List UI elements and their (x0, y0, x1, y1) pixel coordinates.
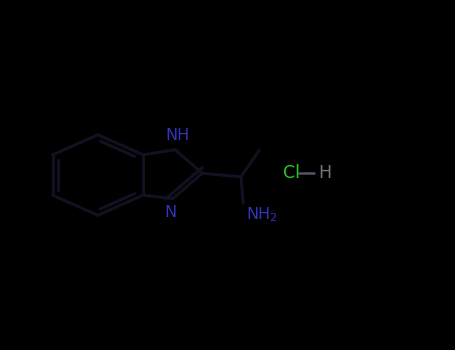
Text: H: H (318, 164, 331, 182)
Text: N: N (164, 205, 177, 220)
Text: NH$_2$: NH$_2$ (246, 206, 277, 224)
Text: NH: NH (165, 128, 189, 143)
Text: Cl: Cl (283, 163, 299, 182)
